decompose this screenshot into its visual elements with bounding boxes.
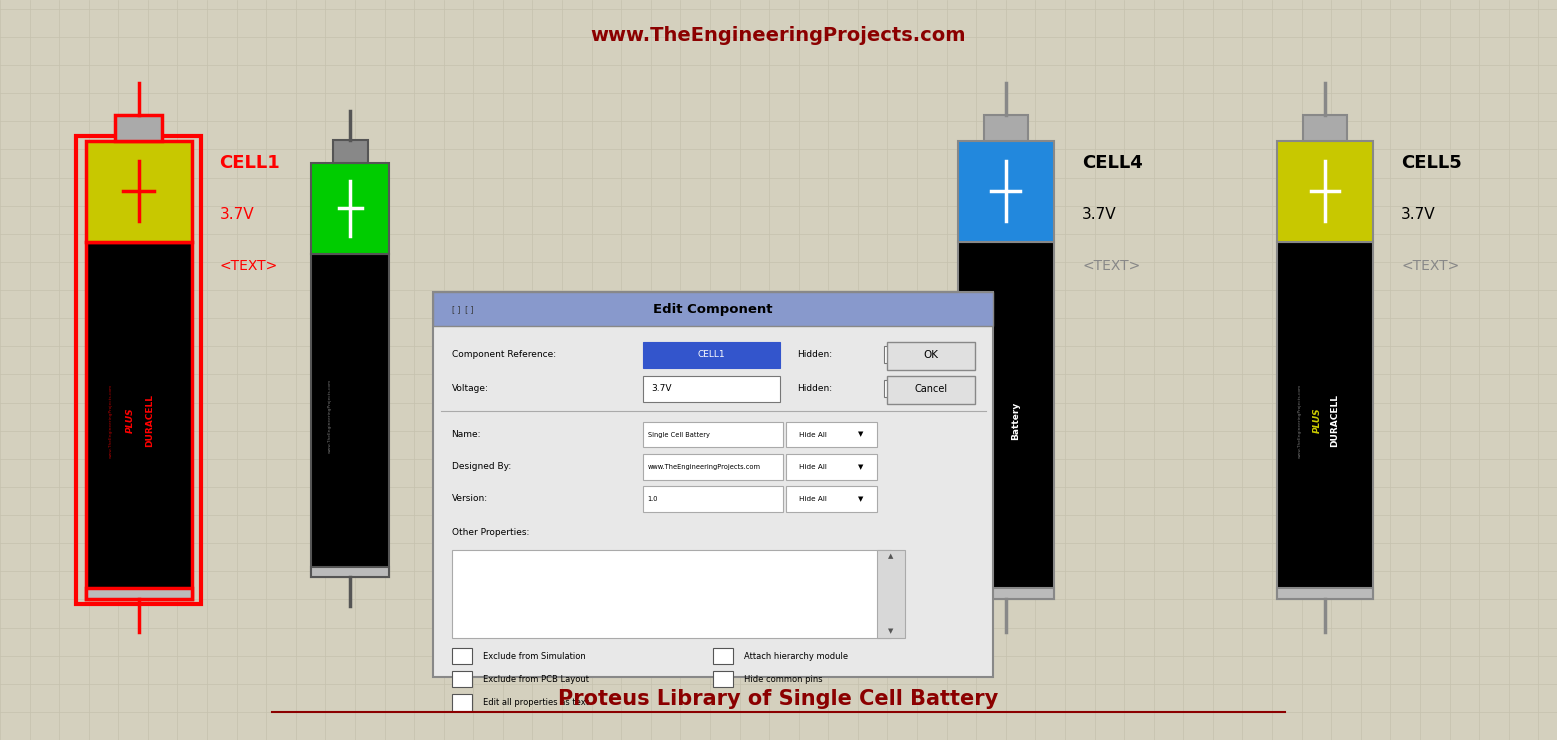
Text: CELL5: CELL5 xyxy=(1401,154,1462,172)
Text: PLUS: PLUS xyxy=(1313,408,1322,434)
Text: Hide All: Hide All xyxy=(799,464,827,470)
Text: www.TheEngineeringProjects.com: www.TheEngineeringProjects.com xyxy=(590,26,967,45)
Text: 3.7V: 3.7V xyxy=(1401,207,1436,222)
Text: PLUS: PLUS xyxy=(126,408,134,434)
Bar xyxy=(467,370,579,570)
Bar xyxy=(887,376,975,404)
Bar xyxy=(452,694,472,710)
Bar xyxy=(433,292,993,677)
Text: ▼: ▼ xyxy=(887,628,894,635)
Bar xyxy=(884,380,906,397)
Bar xyxy=(643,454,783,480)
Bar xyxy=(877,550,905,638)
Bar xyxy=(452,648,472,665)
Text: Name:: Name: xyxy=(452,430,481,439)
Bar xyxy=(86,241,192,599)
Text: CELL1: CELL1 xyxy=(220,154,280,172)
Text: Battery: Battery xyxy=(525,460,536,500)
Text: www.TheEngineeringProjects.com: www.TheEngineeringProjects.com xyxy=(1299,383,1302,457)
Text: 3.7V: 3.7V xyxy=(220,207,254,222)
Text: www.TheEngineeringProjects.com: www.TheEngineeringProjects.com xyxy=(648,464,761,470)
Bar xyxy=(1277,241,1373,599)
Text: ▼: ▼ xyxy=(858,496,864,502)
Text: ▼: ▼ xyxy=(858,431,864,437)
Text: www.TheEngineeringProjects.com: www.TheEngineeringProjects.com xyxy=(979,383,982,457)
Bar xyxy=(311,567,389,577)
Bar xyxy=(786,454,877,480)
Bar xyxy=(786,422,877,448)
Text: Exclude from PCB Layout: Exclude from PCB Layout xyxy=(483,675,589,684)
Text: Hide All: Hide All xyxy=(799,496,827,502)
Bar xyxy=(786,486,877,512)
Text: Cancel: Cancel xyxy=(914,384,948,394)
Bar xyxy=(115,115,162,141)
Text: Voltage:: Voltage: xyxy=(452,384,489,393)
Text: Hidden:: Hidden: xyxy=(797,384,833,393)
Text: Single Cell Battery: Single Cell Battery xyxy=(648,431,710,437)
Bar xyxy=(311,254,389,577)
Text: Hide common pins: Hide common pins xyxy=(744,675,822,684)
Text: 3.7V: 3.7V xyxy=(651,384,671,393)
Bar xyxy=(958,588,1054,599)
Text: CELL1: CELL1 xyxy=(698,351,726,360)
Bar xyxy=(452,550,891,638)
Text: Edit all properties as text: Edit all properties as text xyxy=(483,698,589,707)
Text: <TEXT>: <TEXT> xyxy=(220,260,277,273)
Bar xyxy=(984,115,1028,141)
Text: Other Properties:: Other Properties: xyxy=(452,528,529,537)
Text: Proteus Library of Single Cell Battery: Proteus Library of Single Cell Battery xyxy=(559,689,998,709)
Bar xyxy=(884,346,906,363)
Text: Hidden:: Hidden: xyxy=(797,351,833,360)
Bar xyxy=(958,141,1054,241)
Text: Hide All: Hide All xyxy=(799,431,827,437)
Text: Component Reference:: Component Reference: xyxy=(452,351,556,360)
Text: Edit Component: Edit Component xyxy=(654,303,772,316)
Bar xyxy=(333,140,367,163)
Text: ▲: ▲ xyxy=(887,553,894,559)
Bar xyxy=(643,342,780,368)
Bar xyxy=(1303,115,1347,141)
Bar xyxy=(311,163,389,254)
Text: www.TheEngineeringProjects.com: www.TheEngineeringProjects.com xyxy=(329,379,332,453)
Bar xyxy=(1277,588,1373,599)
Text: <TEXT>: <TEXT> xyxy=(1082,260,1140,273)
Bar xyxy=(643,422,783,448)
Bar xyxy=(643,486,783,512)
Bar xyxy=(76,136,201,604)
Text: Battery: Battery xyxy=(1010,401,1020,440)
Text: 1.0: 1.0 xyxy=(648,496,659,502)
Bar xyxy=(86,141,192,241)
Text: Attach hierarchy module: Attach hierarchy module xyxy=(744,652,849,661)
Text: ▼: ▼ xyxy=(858,464,864,470)
Text: OK: OK xyxy=(923,350,939,360)
Text: www.TheEngineeringProjects.com: www.TheEngineeringProjects.com xyxy=(109,383,114,457)
Text: DURACELL: DURACELL xyxy=(145,394,154,447)
Text: Designed By:: Designed By: xyxy=(452,462,511,471)
Bar xyxy=(713,671,733,687)
Text: CELL4: CELL4 xyxy=(1082,154,1143,172)
Text: 3.7V: 3.7V xyxy=(1082,207,1116,222)
Bar xyxy=(958,241,1054,599)
Bar xyxy=(452,671,472,687)
Bar xyxy=(433,292,993,326)
Bar xyxy=(643,376,780,402)
Bar xyxy=(713,648,733,665)
Text: [ ]  [ ]: [ ] [ ] xyxy=(452,305,473,314)
Bar xyxy=(887,343,975,370)
Text: Version:: Version: xyxy=(452,494,487,503)
Bar xyxy=(86,588,192,599)
Text: <TEXT>: <TEXT> xyxy=(1401,260,1459,273)
Text: DURACELL: DURACELL xyxy=(1330,394,1339,447)
Bar xyxy=(1277,141,1373,241)
Text: 12V: 12V xyxy=(508,468,517,492)
Bar xyxy=(498,359,548,370)
Text: Exclude from Simulation: Exclude from Simulation xyxy=(483,652,585,661)
